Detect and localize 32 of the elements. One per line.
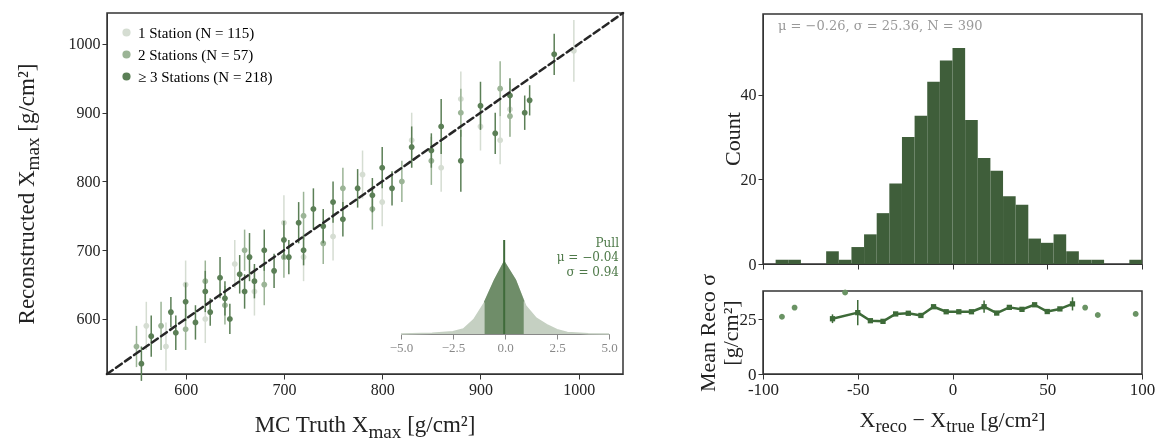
y-tick-label: 40 [740, 86, 757, 104]
y-tick-label: 600 [76, 310, 101, 328]
legend-label: 1 Station (N = 115) [138, 24, 255, 42]
y-tick-label: 20 [740, 170, 757, 188]
x-axis-title: MC Truth X$_{max}$ [g/cm²] [253, 412, 477, 443]
annotation: σ = 0.94 [565, 264, 619, 280]
y-tick-label: 0 [748, 255, 757, 273]
y-tick-label: 900 [76, 104, 101, 122]
x-tick-label: 0.0 [497, 339, 514, 355]
x-tick-label: −5.0 [389, 339, 414, 355]
x-tick-label: 1000 [563, 380, 596, 398]
y-tick-label: 700 [76, 241, 101, 259]
x-tick-label: 50 [1039, 379, 1057, 399]
legend-label: ≥ 3 Stations (N = 218) [138, 68, 273, 86]
y-axis-title: Count [720, 112, 746, 166]
x-axis-title: X$_{reco}$ − X$_{true}$ [g/cm²] [858, 407, 1047, 438]
x-tick-label: -50 [846, 379, 870, 399]
x-tick-label: 0 [948, 379, 958, 399]
x-tick-label: 2.5 [549, 339, 566, 355]
y-tick-label: 1000 [68, 35, 101, 53]
x-tick-label: 700 [272, 380, 297, 398]
x-tick-label: 100 [1129, 379, 1156, 399]
x-tick-label: 600 [174, 380, 199, 398]
x-tick-label: 800 [370, 380, 395, 398]
x-tick-label: 5.0 [601, 339, 618, 355]
x-tick-label: −2.5 [441, 339, 466, 355]
x-tick-label: 900 [468, 380, 493, 398]
y-tick-label: 800 [76, 172, 101, 190]
legend-label: 2 Stations (N = 57) [138, 46, 254, 64]
annotation: Pull [594, 236, 619, 251]
annotation: μ = −0.04 [555, 250, 619, 265]
annotation: μ = −0.26, σ = 25.36, N = 390 [778, 18, 984, 34]
